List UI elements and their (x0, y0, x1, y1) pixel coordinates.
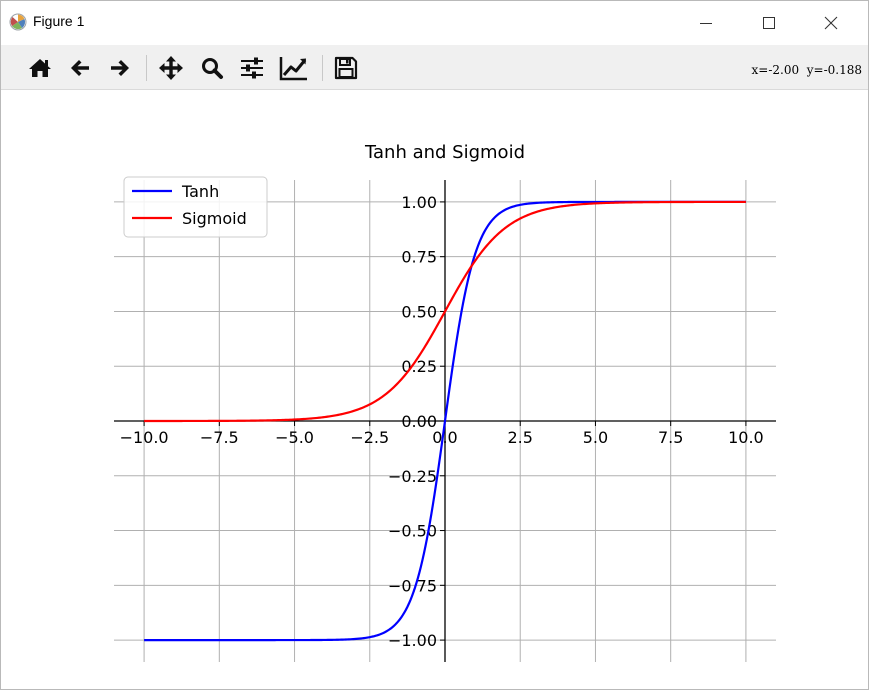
y-tick-label: 1.00 (401, 193, 437, 212)
close-button[interactable] (803, 1, 859, 45)
sliders-icon (241, 57, 263, 79)
x-tick-label: −10.0 (120, 428, 169, 447)
title-bar[interactable]: Figure 1 (1, 1, 868, 45)
y-tick-label: −0.50 (388, 522, 437, 541)
x-tick-label: −2.5 (350, 428, 389, 447)
y-tick-label: −1.00 (388, 631, 437, 650)
move-icon (159, 56, 183, 80)
forward-button[interactable] (105, 53, 135, 83)
x-tick-label: 0.0 (432, 428, 457, 447)
y-tick-label: −0.25 (388, 467, 437, 486)
cursor-coordinates: x=-2.00 y=-0.188 (751, 63, 862, 77)
maximize-button[interactable] (741, 1, 797, 45)
plot-lines (144, 200, 746, 642)
navigation-toolbar: x=-2.00 y=-0.188 (1, 45, 868, 90)
magnifier-icon (202, 58, 223, 79)
x-tick-label: 7.5 (658, 428, 683, 447)
close-icon (824, 16, 838, 30)
y-tick-label: 0.50 (401, 302, 437, 321)
y-tick-label: 0.75 (401, 248, 437, 267)
maximize-icon (763, 17, 775, 29)
x-tick-label: 10.0 (728, 428, 764, 447)
ticks: −10.0 −7.5 −5.0 −2.5 0.0 2.5 5.0 7.5 10.0 1.00 0.7… (120, 193, 764, 650)
configure-subplots-button[interactable] (237, 53, 267, 83)
save-button[interactable] (331, 53, 361, 83)
y-tick-label: −0.75 (388, 576, 437, 595)
window-title: Figure 1 (33, 13, 85, 29)
chart[interactable]: −10.0 −7.5 −5.0 −2.5 0.0 2.5 5.0 7.5 10.0 1.00 0.7… (1, 90, 868, 689)
arrow-right-icon (111, 60, 129, 76)
matplotlib-icon (9, 13, 27, 31)
x-tick-label: −5.0 (275, 428, 314, 447)
floppy-disk-icon (334, 56, 358, 80)
edit-axis-button[interactable] (279, 53, 309, 83)
x-tick-label: 2.5 (508, 428, 533, 447)
legend-label-tanh: Tanh (181, 182, 219, 201)
chart-title: Tanh and Sigmoid (364, 142, 525, 163)
x-tick-label: −7.5 (200, 428, 239, 447)
line-chart-icon (279, 57, 307, 81)
legend-label-sigmoid: Sigmoid (182, 209, 247, 228)
pan-button[interactable] (156, 53, 186, 83)
figure-canvas[interactable]: −10.0 −7.5 −5.0 −2.5 0.0 2.5 5.0 7.5 10.0 1.00 0.7… (1, 90, 868, 689)
x-tick-label: 5.0 (583, 428, 608, 447)
toolbar-separator (322, 55, 323, 81)
minimize-button[interactable] (678, 1, 734, 45)
series-line-sigmoid (144, 200, 746, 423)
zoom-button[interactable] (197, 53, 227, 83)
arrow-left-icon (71, 60, 89, 76)
legend: Tanh Sigmoid (123, 176, 268, 238)
home-icon (29, 59, 51, 77)
back-button[interactable] (65, 53, 95, 83)
y-tick-label: 0.25 (401, 357, 437, 376)
home-button[interactable] (25, 53, 55, 83)
y-tick-label: 0.00 (401, 412, 437, 431)
toolbar-separator (146, 55, 147, 81)
minimize-icon (700, 23, 712, 24)
